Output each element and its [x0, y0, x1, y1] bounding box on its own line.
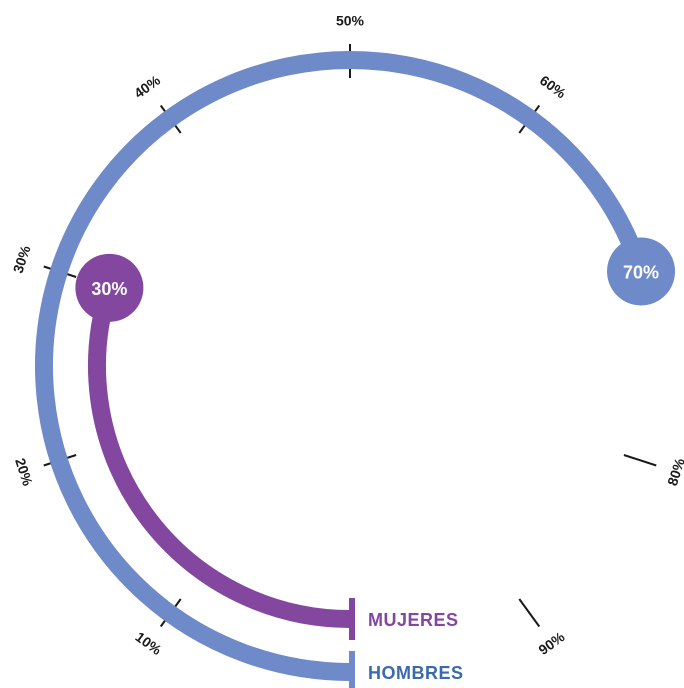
- series-value-label-mujeres: 30%: [91, 279, 127, 299]
- series-name-hombres: HOMBRES: [368, 663, 464, 683]
- tick-label-80: 80%: [664, 456, 684, 488]
- tick-label-20: 20%: [12, 456, 36, 488]
- series-end-markers: 70% 30%: [75, 237, 676, 322]
- tick-label-10: 10%: [133, 629, 166, 659]
- series-value-label-hombres: 70%: [623, 262, 659, 282]
- series-start-bar-hombres: [349, 651, 355, 688]
- series-end-circle-mujeres: [75, 253, 144, 322]
- series-name-mujeres: MUJERES: [368, 610, 459, 630]
- tick-label-30: 30%: [10, 243, 34, 275]
- series-labels: HOMBRES MUJERES: [368, 610, 464, 683]
- tick-label-90: 90%: [535, 628, 568, 658]
- series-arc-hombres: [35, 51, 650, 681]
- series-arcs: [35, 51, 650, 688]
- tick-mark-80: [623, 454, 657, 467]
- tick-label-60: 60%: [537, 72, 570, 102]
- series-arc-mujeres: [88, 285, 351, 628]
- tick-label-40: 40%: [131, 72, 164, 102]
- series-end-circle-hombres: [607, 237, 676, 306]
- tick-mark-90: [518, 598, 541, 628]
- series-start-bar-mujeres: [349, 598, 355, 640]
- tick-label-50: 50%: [336, 13, 365, 29]
